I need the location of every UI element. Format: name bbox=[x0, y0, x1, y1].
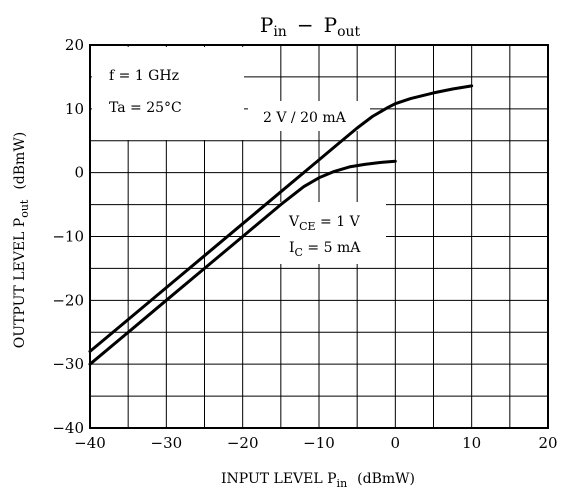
series-line-2 bbox=[88, 159, 397, 366]
chart-title: Pin − Pout bbox=[260, 13, 361, 40]
y-tick-label: −20 bbox=[52, 291, 84, 309]
x-tick-label: 0 bbox=[391, 434, 401, 452]
condition-frequency: f = 1 GHz bbox=[109, 68, 179, 84]
series1-label: 2 V / 20 mA bbox=[263, 110, 347, 126]
plot-frame bbox=[89, 44, 549, 429]
x-tick-label: 20 bbox=[538, 434, 557, 452]
x-tick-label: −30 bbox=[151, 434, 183, 452]
series-line-1 bbox=[88, 84, 474, 353]
x-tick-label: −10 bbox=[303, 434, 335, 452]
x-tick-label: 10 bbox=[462, 434, 481, 452]
x-tick-labels: −40 −30 −20 −10 0 10 20 bbox=[74, 434, 557, 452]
y-tick-label: −40 bbox=[52, 419, 84, 437]
y-tick-label: 0 bbox=[74, 164, 84, 182]
y-tick-label: 20 bbox=[65, 36, 84, 54]
y-tick-label: 10 bbox=[65, 100, 84, 118]
y-axis-label: OUTPUT LEVEL Pout(dBmW) bbox=[12, 132, 31, 348]
series1-label-box bbox=[248, 101, 370, 131]
series2-label-box bbox=[280, 202, 386, 264]
x-tick-label: −40 bbox=[74, 434, 106, 452]
series2-label-vce: VCE = 1 V bbox=[288, 214, 361, 233]
series-layer bbox=[88, 84, 474, 366]
series2-label-ic: IC = 5 mA bbox=[289, 240, 361, 259]
condition-temperature: Ta = 25°C bbox=[109, 100, 182, 116]
y-tick-label: −10 bbox=[52, 228, 84, 246]
y-tick-labels: −40 −30 −20 −10 0 10 20 bbox=[52, 36, 84, 437]
conditions-box bbox=[92, 47, 244, 140]
y-tick-label: −30 bbox=[52, 355, 84, 373]
x-axis-label: INPUT LEVEL Pin (dBmW) bbox=[221, 471, 415, 490]
annotation-backgrounds bbox=[92, 47, 386, 264]
x-tick-label: −20 bbox=[227, 434, 259, 452]
